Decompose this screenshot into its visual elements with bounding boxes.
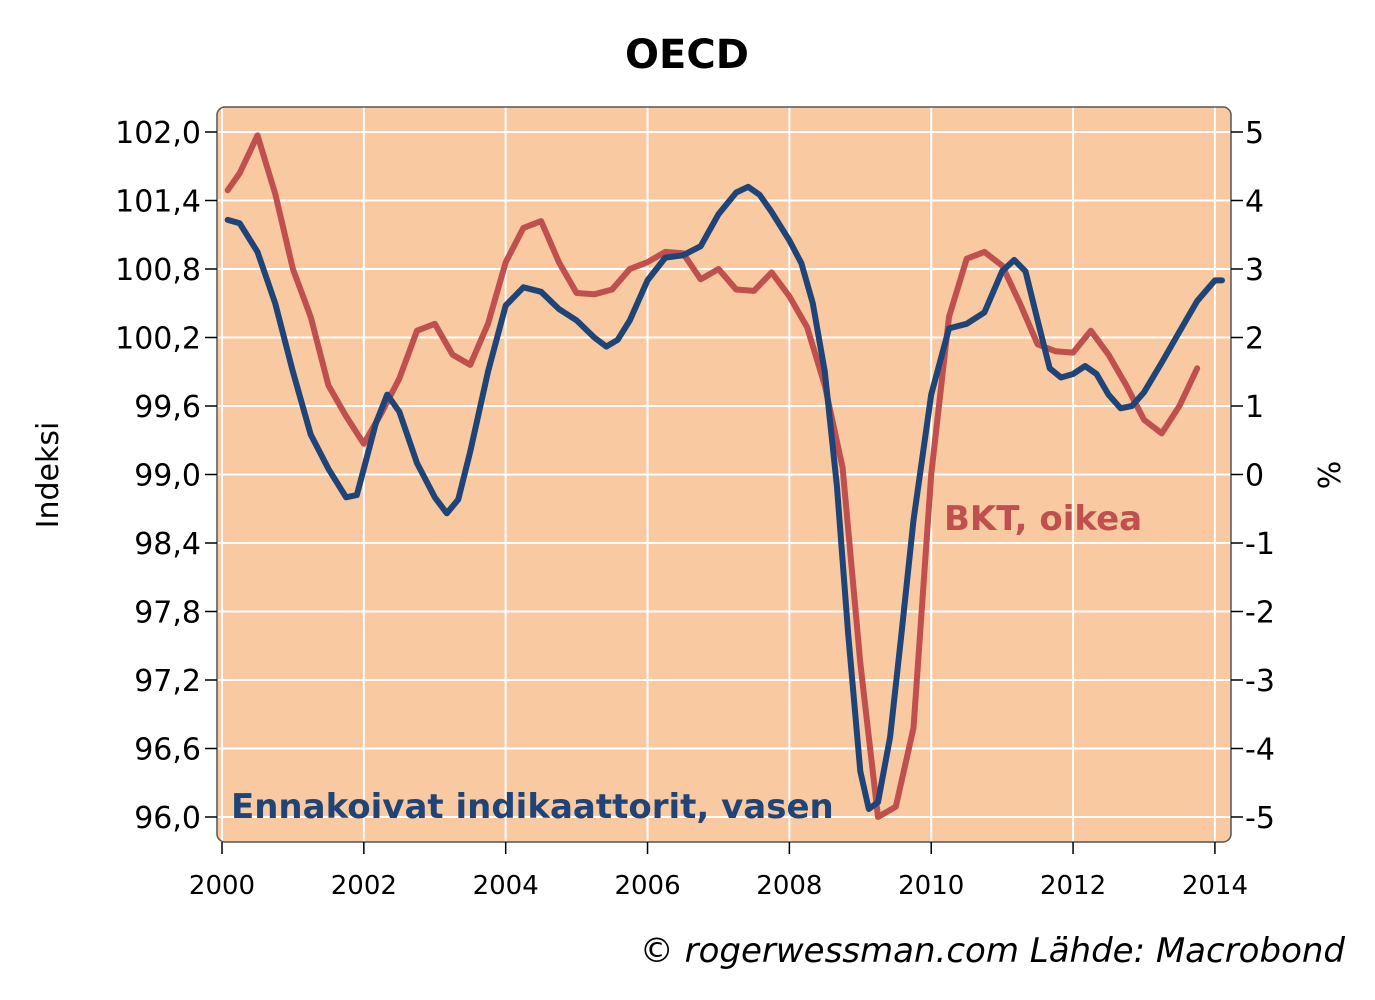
- x-tick-label: 2002: [331, 871, 397, 901]
- x-tick-label: 2000: [189, 871, 255, 901]
- series-lines: [224, 132, 1225, 820]
- right-tick-label: 3: [1245, 253, 1264, 288]
- right-tick-label: -2: [1245, 596, 1275, 631]
- left-tick-label: 102,0: [115, 116, 201, 151]
- right-tick-label: -4: [1245, 733, 1275, 768]
- right-tick-label: -3: [1245, 664, 1275, 699]
- right-tick-label: 4: [1245, 185, 1264, 220]
- x-tick-label: 2006: [614, 871, 680, 901]
- left-axis: 96,0 96,6 97,2 97,8 98,4 99,0 99,6 100,2 100,8 10…: [115, 116, 217, 836]
- gdp-series-label: BKT, oikea: [944, 499, 1142, 539]
- right-tick-label: -1: [1245, 527, 1275, 562]
- grid: [217, 107, 1231, 842]
- x-tick-label: 2010: [898, 871, 964, 901]
- left-tick-label: 96,0: [134, 801, 201, 836]
- x-tick-label: 2012: [1040, 871, 1106, 901]
- left-tick-label: 98,4: [134, 527, 201, 562]
- x-tick-label: 2008: [756, 871, 822, 901]
- right-tick-label: 2: [1245, 322, 1264, 357]
- right-tick-label: 5: [1245, 116, 1264, 151]
- leading-indicator-line: [224, 183, 1225, 812]
- left-axis-title: Indeksi: [31, 422, 66, 529]
- left-tick-label: 96,6: [134, 733, 201, 768]
- right-axis-title: %: [1310, 461, 1345, 490]
- left-tick-label: 100,2: [115, 322, 201, 357]
- source-credit: © rogerwessman.com Lähde: Macrobond: [640, 931, 1346, 971]
- right-tick-label: 1: [1245, 390, 1264, 425]
- left-tick-label: 101,4: [115, 185, 201, 220]
- right-axis: -5 -4 -3 -2 -1 0 1 2 3 4 5: [1231, 116, 1275, 836]
- leading-indicator-series-label: Ennakoivat indikaattorit, vasen: [231, 787, 834, 827]
- left-tick-label: 99,0: [134, 459, 201, 494]
- right-tick-label: 0: [1245, 459, 1264, 494]
- left-tick-label: 97,2: [134, 664, 201, 699]
- x-tick-label: 2014: [1182, 871, 1248, 901]
- left-tick-label: 97,8: [134, 596, 201, 631]
- x-tick-label: 2004: [473, 871, 539, 901]
- chart-title: OECD: [625, 32, 749, 78]
- left-tick-label: 100,8: [115, 253, 201, 288]
- x-axis: 2000 2002 2004 2006 2008 2010 2012 2014: [189, 842, 1248, 901]
- left-tick-label: 99,6: [134, 390, 201, 425]
- right-tick-label: -5: [1245, 801, 1275, 836]
